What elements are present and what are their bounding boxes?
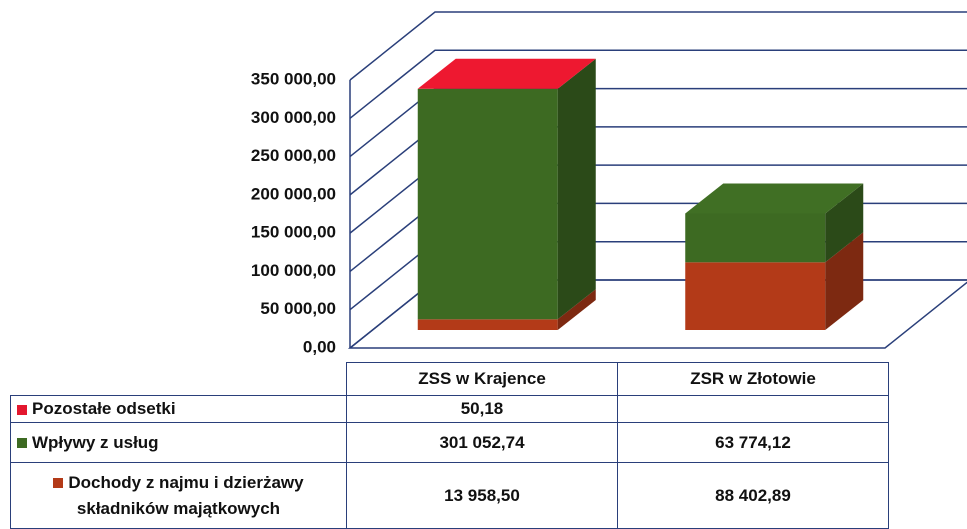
- value-cell: [618, 396, 889, 423]
- bar-front: [685, 262, 825, 330]
- legend-label: Dochody z najmu i dzierżawy składników m…: [68, 473, 303, 518]
- series-row: Wpływy z usług 301 052,74 63 774,12: [11, 423, 889, 463]
- value-cell: 13 958,50: [347, 463, 618, 529]
- value-cell: 63 774,12: [618, 423, 889, 463]
- y-tick-label: 50 000,00: [260, 299, 336, 318]
- chart: 0,00 50 000,00 100 000,00 150 000,00 200 000…: [0, 0, 967, 362]
- y-tick-label: 100 000,00: [251, 261, 336, 280]
- bar-front: [418, 89, 558, 320]
- series-cell: Wpływy z usług: [11, 423, 347, 463]
- y-tick-label: 350 000,00: [251, 69, 336, 88]
- series-cell: Dochody z najmu i dzierżawy składników m…: [11, 463, 347, 529]
- value-label: 63 774,12: [715, 433, 791, 452]
- series-cell: Pozostałe odsetki: [11, 396, 347, 423]
- value-label: 301 052,74: [439, 433, 524, 452]
- value-cell: 88 402,89: [618, 463, 889, 529]
- legend-swatch: [17, 405, 27, 415]
- y-tick-label: 0,00: [303, 337, 336, 356]
- value-cell: 50,18: [347, 396, 618, 423]
- value-label: 13 958,50: [444, 486, 520, 505]
- y-tick-label: 200 000,00: [251, 184, 336, 203]
- category-label: ZSS w Krajence: [347, 363, 618, 396]
- legend-label: Wpływy z usług: [32, 433, 159, 452]
- category-label: ZSR w Złotowie: [618, 363, 889, 396]
- y-tick-label: 150 000,00: [251, 223, 336, 242]
- bar-front: [685, 213, 825, 262]
- legend-swatch: [53, 478, 63, 488]
- value-cell: 301 052,74: [347, 423, 618, 463]
- legend-label: Pozostałe odsetki: [32, 399, 176, 418]
- series-row: Pozostałe odsetki 50,18: [11, 396, 889, 423]
- y-tick-label: 250 000,00: [251, 146, 336, 165]
- legend-swatch: [17, 438, 27, 448]
- corner-cell: [11, 363, 347, 396]
- value-label: 50,18: [461, 399, 504, 418]
- series-row: Dochody z najmu i dzierżawy składników m…: [11, 463, 889, 529]
- value-label: 88 402,89: [715, 486, 791, 505]
- bar-front: [418, 319, 558, 330]
- y-tick-label: 300 000,00: [251, 108, 336, 127]
- bar-side: [558, 59, 596, 320]
